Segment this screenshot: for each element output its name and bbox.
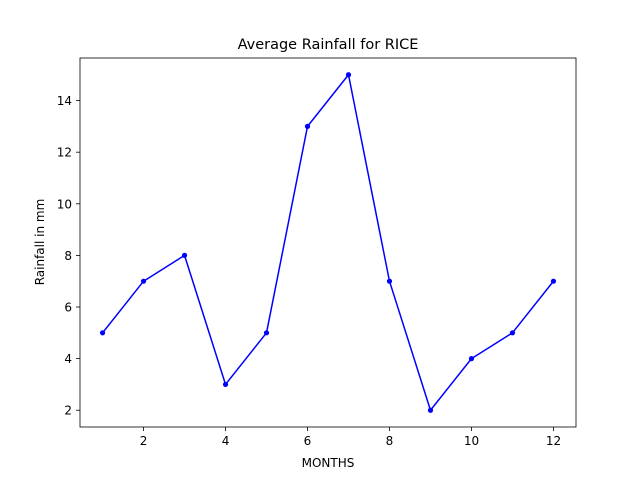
data-point <box>99 330 106 336</box>
x-tick-label: 10 <box>464 434 479 448</box>
data-point <box>181 252 188 258</box>
data-point <box>345 72 352 78</box>
chart-title: Average Rainfall for RICE <box>238 37 419 53</box>
data-point <box>304 123 311 129</box>
data-point <box>263 330 270 336</box>
y-axis-label: Rainfall in mm <box>33 199 47 286</box>
series-line <box>101 74 555 411</box>
y-tick-label: 4 <box>64 352 72 366</box>
data-point <box>509 330 516 336</box>
plot-area: 2 4 6 8 10 12 2 4 6 8 10 12 14 <box>57 57 577 448</box>
x-tick-label: 8 <box>386 434 394 448</box>
y-tick-label: 12 <box>57 146 72 160</box>
data-point <box>468 356 475 362</box>
data-point <box>427 407 434 413</box>
data-point <box>386 278 393 284</box>
x-tick-label: 12 <box>546 434 561 448</box>
axes-frame <box>79 57 577 428</box>
x-tick-label: 2 <box>140 434 148 448</box>
y-tick-label: 2 <box>64 404 72 418</box>
x-tick-label: 6 <box>304 434 312 448</box>
x-tick-label: 4 <box>222 434 230 448</box>
y-tick-label: 14 <box>57 94 72 108</box>
data-point <box>550 278 557 284</box>
y-tick-label: 8 <box>64 249 72 263</box>
y-tick-label: 10 <box>57 197 72 211</box>
y-tick-label: 6 <box>64 301 72 315</box>
data-point <box>222 381 229 388</box>
x-axis-label: MONTHS <box>302 456 355 470</box>
data-point <box>140 278 147 284</box>
